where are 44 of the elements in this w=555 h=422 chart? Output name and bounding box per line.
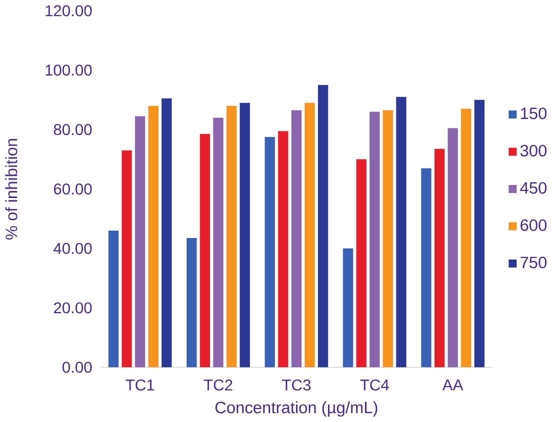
bar	[342, 248, 354, 368]
bar	[304, 102, 315, 368]
y-tick-label: 40.00	[54, 242, 92, 254]
bar	[318, 85, 328, 368]
bar	[213, 118, 224, 368]
x-tick-label: TC2	[204, 380, 232, 391]
bar	[396, 97, 406, 368]
legend-label: 150	[521, 108, 547, 120]
bar	[134, 116, 146, 368]
bar	[148, 106, 158, 368]
y-tick-label: 20.00	[54, 302, 92, 314]
x-tick-label: TC1	[126, 380, 154, 391]
bar	[291, 110, 302, 368]
bar	[370, 112, 380, 368]
y-tick-label: 0.00	[62, 362, 92, 373]
legend-label: 750	[520, 256, 547, 268]
bar	[421, 168, 432, 368]
y-tick-label: 120.00	[46, 5, 92, 16]
bar	[108, 230, 119, 368]
bar	[200, 134, 210, 368]
x-axis-title: Concentration (µg/mL)	[215, 401, 378, 417]
bar	[356, 159, 366, 368]
bar	[240, 102, 250, 368]
legend-label: 450	[520, 182, 547, 194]
x-tick-label: AA	[442, 380, 464, 390]
bar	[264, 137, 275, 368]
bar	[278, 131, 288, 368]
y-axis-title: % of inhibition	[5, 139, 18, 240]
bar	[162, 98, 172, 368]
bar	[474, 100, 484, 368]
bar	[226, 106, 237, 368]
x-tick-label: TC3	[282, 380, 311, 391]
legend-label: 300	[520, 144, 547, 157]
x-tick-label: TC4	[360, 380, 389, 391]
bar	[186, 238, 197, 368]
bar	[122, 150, 132, 368]
y-tick-label: 80.00	[54, 124, 92, 136]
bar	[448, 128, 458, 368]
bar	[434, 148, 445, 368]
legend-label: 600	[520, 219, 547, 232]
bar	[461, 108, 472, 368]
y-tick-label: 60.00	[54, 184, 92, 195]
bar	[382, 110, 394, 368]
y-tick-label: 100.00	[46, 64, 92, 76]
